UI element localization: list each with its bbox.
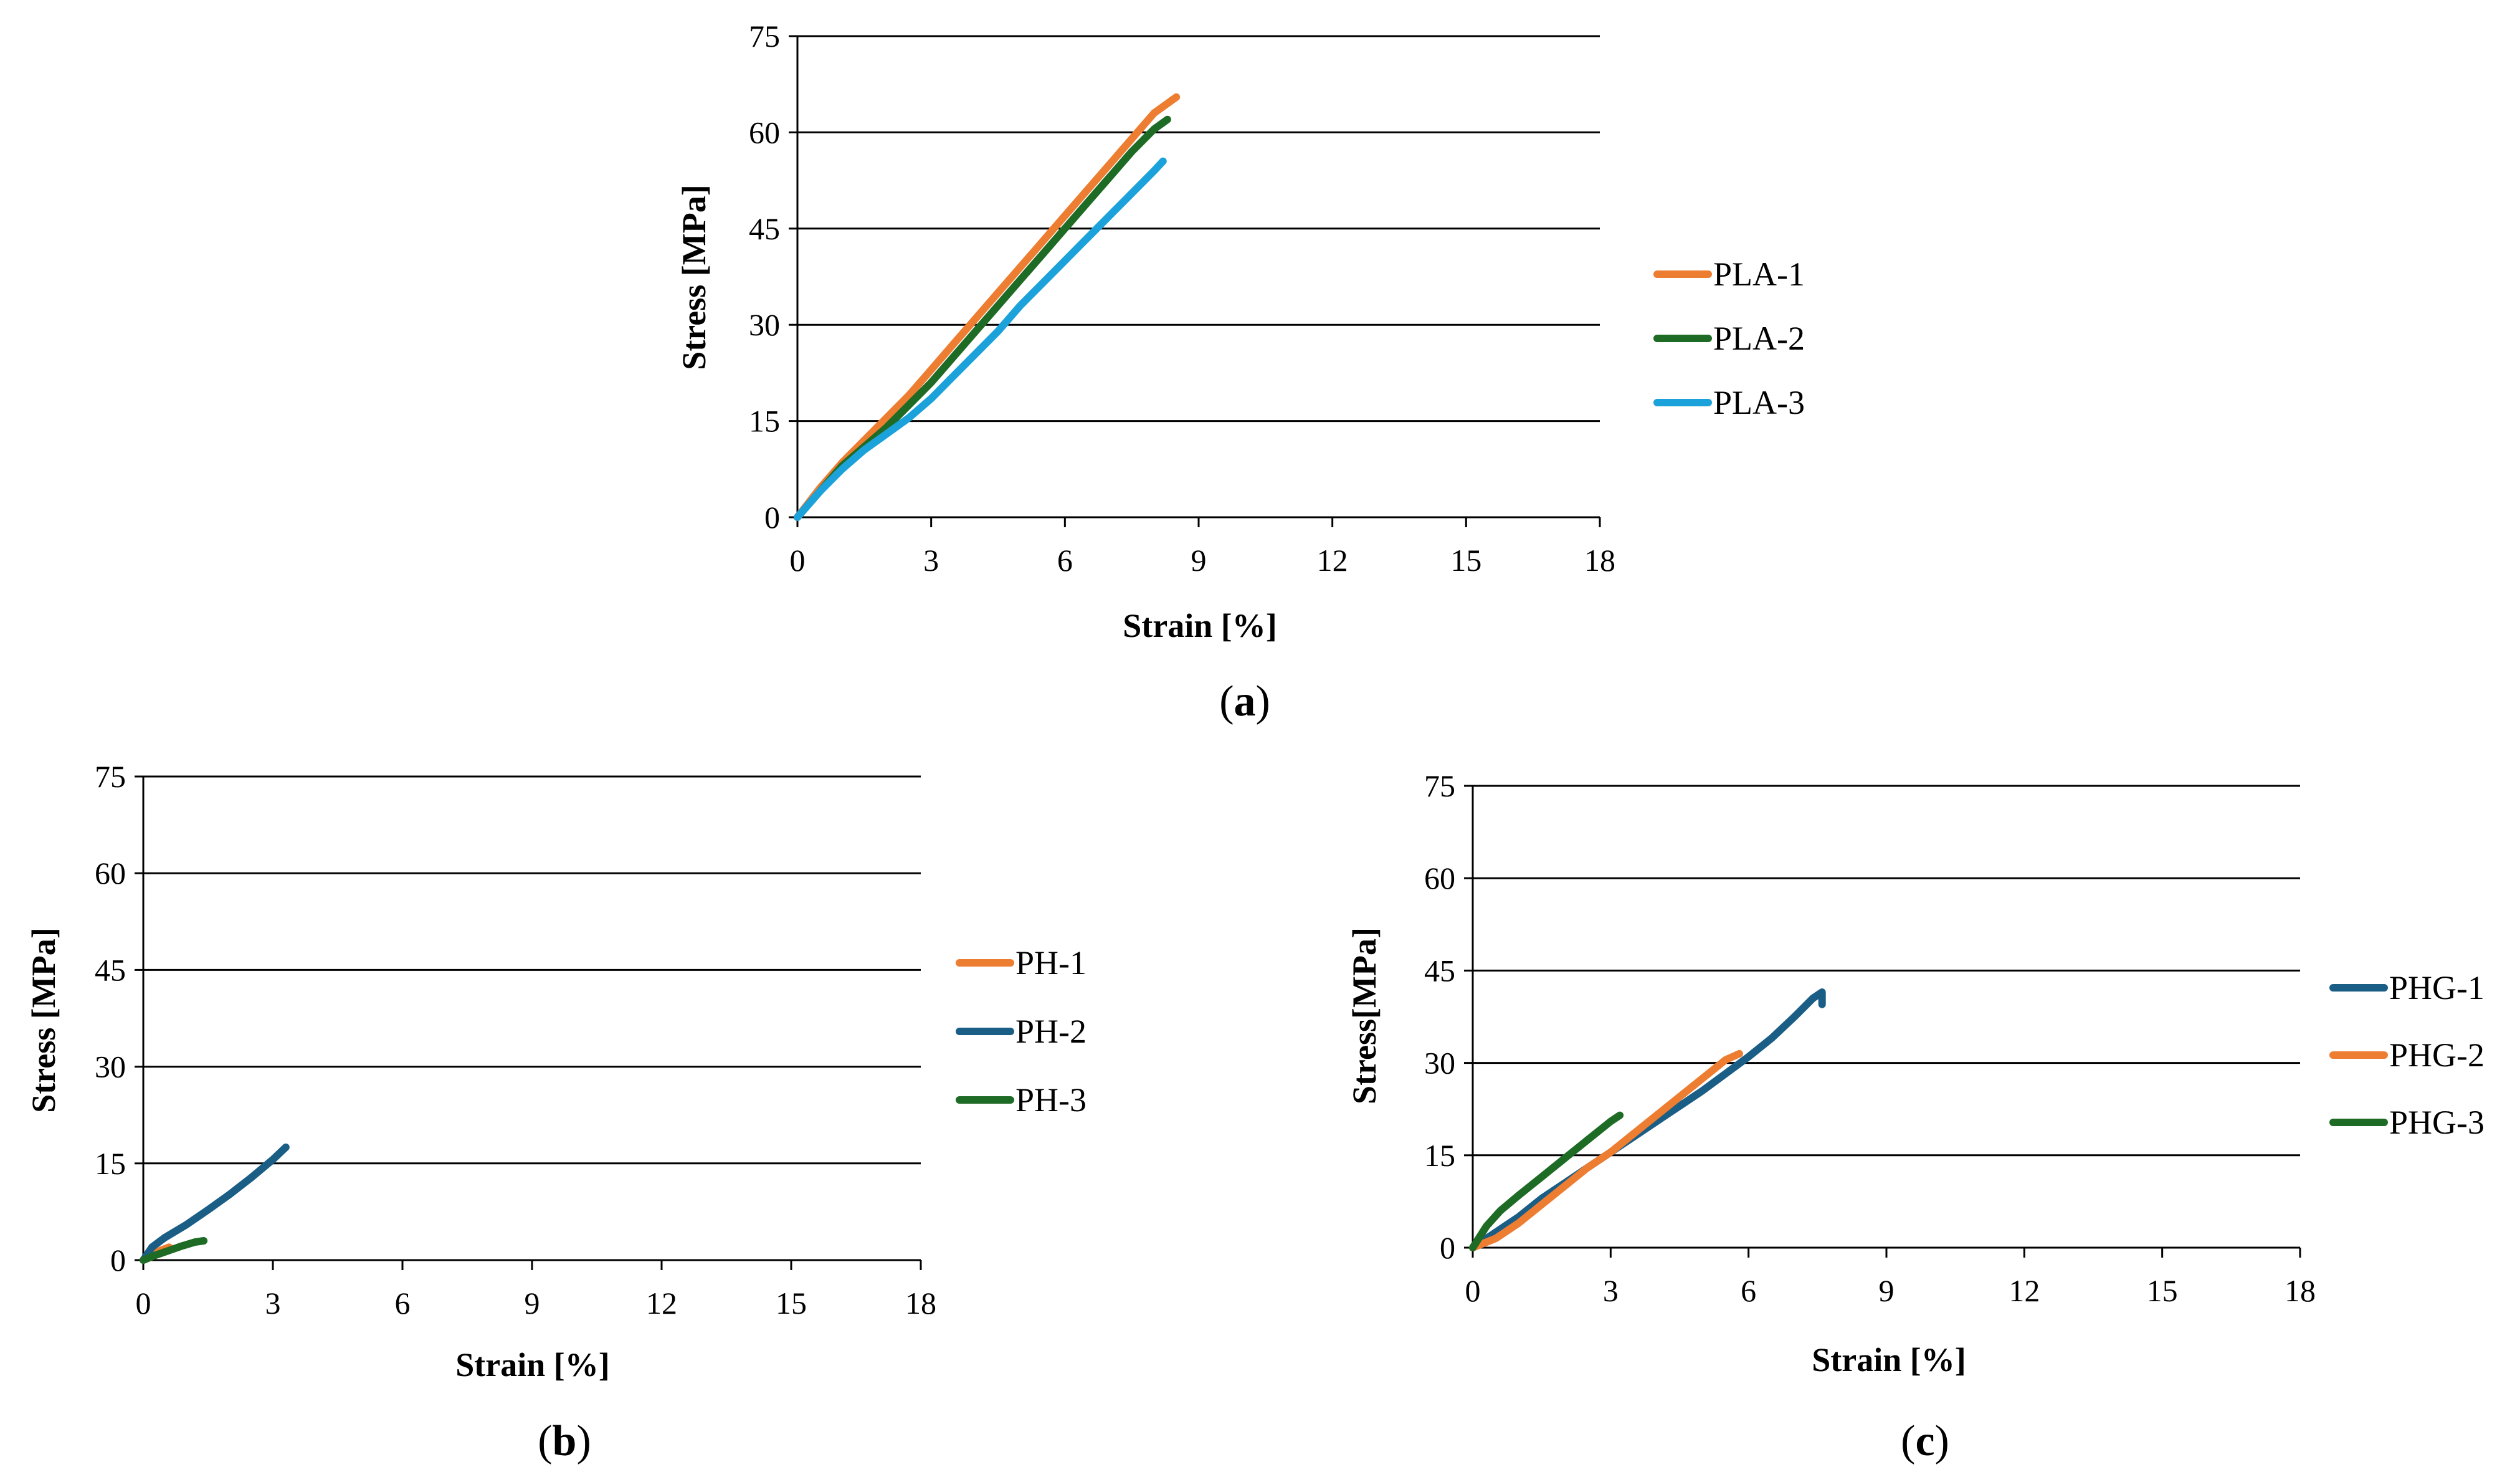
series-line-ph-2 <box>140 1143 290 1264</box>
y-tick-label: 60 <box>1424 861 1455 896</box>
y-axis-title: Stress [MPa] <box>675 184 713 370</box>
x-tick-label: 0 <box>1465 1273 1481 1308</box>
x-tick-label: 15 <box>2147 1273 2178 1308</box>
x-tick-label: 18 <box>905 1286 936 1321</box>
x-tick-label: 18 <box>1584 543 1615 578</box>
x-tick-label: 12 <box>1317 543 1348 578</box>
caption-letter: c <box>1915 1417 1934 1465</box>
x-axis-title: Strain [%] <box>1812 1341 1966 1379</box>
x-tick-label: 0 <box>136 1286 151 1321</box>
series-line-ph-3 <box>140 1237 208 1264</box>
plot-area: 0 15 30 45 60 75 0 3 6 9 12 15 18 PLA-1 PLA-2 PLA-3 <box>749 19 1805 578</box>
y-tick-label: 60 <box>749 115 780 150</box>
legend-label: PLA-3 <box>1713 384 1805 421</box>
y-axis-title: Stress[MPa] <box>1346 927 1383 1104</box>
x-tick-label: 3 <box>265 1286 281 1321</box>
x-tick-label: 15 <box>776 1286 807 1321</box>
x-tick-label: 9 <box>1879 1273 1895 1308</box>
legend-label: PH-3 <box>1015 1081 1086 1119</box>
y-tick-label: 0 <box>764 500 780 535</box>
y-tick-label: 45 <box>1424 953 1455 988</box>
panel-caption: (a) <box>1219 677 1270 725</box>
y-axis-title: Stress [MPa] <box>25 927 62 1112</box>
x-tick-label: 3 <box>1603 1273 1619 1308</box>
x-tick-label: 18 <box>2285 1273 2316 1308</box>
x-tick-label: 3 <box>923 543 939 578</box>
series-line-phg-1 <box>1469 988 1826 1251</box>
legend-label: PLA-1 <box>1713 256 1805 293</box>
y-tick-label: 30 <box>95 1049 126 1084</box>
panel-caption: (b) <box>538 1417 591 1465</box>
y-tick-label: 15 <box>95 1146 126 1181</box>
legend-label: PHG-2 <box>2389 1036 2484 1074</box>
y-tick-label: 60 <box>95 856 126 891</box>
y-tick-label: 75 <box>95 759 126 794</box>
y-tick-label: 45 <box>95 952 126 987</box>
series-line-phg-3 <box>1469 1111 1624 1251</box>
x-tick-label: 12 <box>646 1286 677 1321</box>
y-tick-label: 15 <box>1424 1138 1455 1173</box>
legend-label: PH-1 <box>1015 944 1086 982</box>
y-tick-label: 75 <box>1424 768 1455 803</box>
series-line-pla-1 <box>794 93 1181 521</box>
x-tick-label: 6 <box>395 1286 411 1321</box>
plot-area: 0 15 30 45 60 75 0 3 6 9 12 15 18 PH-1 PH-2 PH-3 <box>95 759 1086 1321</box>
x-tick-label: 6 <box>1057 543 1073 578</box>
y-tick-label: 15 <box>749 404 780 439</box>
x-tick-label: 9 <box>1191 543 1207 578</box>
y-tick-label: 0 <box>110 1243 126 1278</box>
caption-letter: b <box>553 1417 577 1465</box>
x-tick-label: 15 <box>1450 543 1481 578</box>
x-axis-title: Strain [%] <box>1123 607 1277 644</box>
chart-panel-c: 0 15 30 45 60 75 0 3 6 9 12 15 18 PHG-1 PHG-2 PHG-3 Str… <box>1346 768 2484 1465</box>
y-tick-label: 45 <box>749 211 780 246</box>
chart-panel-a: 0 15 30 45 60 75 0 3 6 9 12 15 18 PLA-1 PLA-2 PLA-3 Str… <box>675 19 1805 725</box>
x-tick-label: 6 <box>1741 1273 1756 1308</box>
legend-label: PH-2 <box>1015 1013 1086 1050</box>
x-tick-label: 12 <box>2009 1273 2040 1308</box>
x-tick-label: 9 <box>525 1286 540 1321</box>
y-tick-label: 30 <box>749 307 780 342</box>
y-tick-label: 75 <box>749 19 780 54</box>
x-tick-label: 0 <box>790 543 806 578</box>
y-tick-label: 0 <box>1440 1230 1455 1265</box>
legend-label: PHG-1 <box>2389 969 2484 1006</box>
caption-letter: a <box>1234 677 1256 725</box>
x-axis-title: Strain [%] <box>455 1346 609 1384</box>
panel-caption: (c) <box>1901 1417 1949 1465</box>
chart-panel-b: 0 15 30 45 60 75 0 3 6 9 12 15 18 PH-1 PH-2 PH-3 Strain… <box>25 759 1086 1465</box>
y-tick-label: 30 <box>1424 1046 1455 1081</box>
plot-area: 0 15 30 45 60 75 0 3 6 9 12 15 18 PHG-1 PHG-2 PHG-3 <box>1424 768 2484 1308</box>
legend-label: PHG-3 <box>2389 1104 2484 1141</box>
series-line-pla-3 <box>794 157 1167 521</box>
legend-label: PLA-2 <box>1713 320 1805 357</box>
series-line-phg-2 <box>1469 1049 1743 1251</box>
